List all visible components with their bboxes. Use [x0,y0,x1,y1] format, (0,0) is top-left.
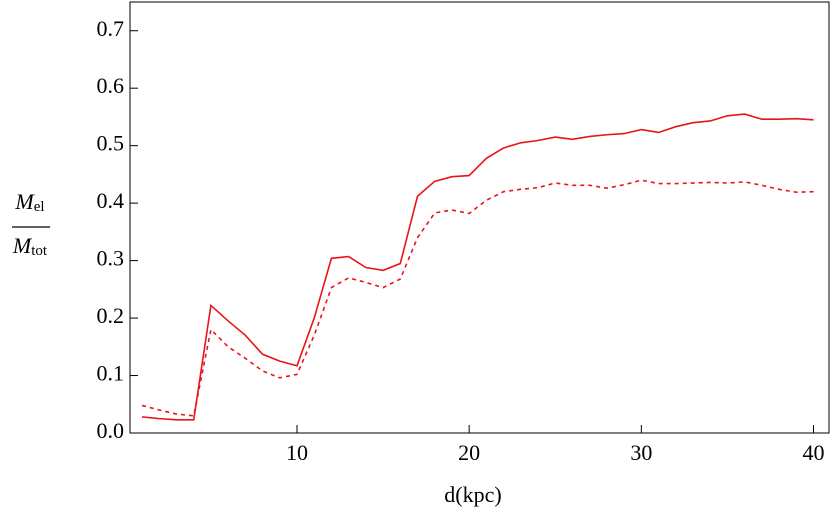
y-axis-label: Mel Mtot [12,189,50,259]
y-tick-label: 0.1 [97,361,125,386]
y-label-numerator: Mel [14,189,44,215]
y-label-denominator: Mtot [12,233,48,259]
data-line [141,179,814,417]
data-line [141,113,814,421]
x-tick-label: 20 [458,440,480,465]
x-tick-label: 30 [630,440,652,465]
y-tick-label: 0.4 [97,188,125,213]
y-tick-label: 0.0 [97,418,125,443]
y-tick-label: 0.2 [97,303,125,328]
x-tick-label: 40 [803,440,825,465]
y-tick-label: 0.3 [97,246,125,271]
x-tick-label: 10 [286,440,308,465]
y-tick-label: 0.7 [97,16,125,41]
plot-frame [129,1,830,434]
x-axis-label: d(kpc) [444,482,501,507]
y-tick-label: 0.5 [97,131,125,156]
y-tick-label: 0.6 [97,73,125,98]
